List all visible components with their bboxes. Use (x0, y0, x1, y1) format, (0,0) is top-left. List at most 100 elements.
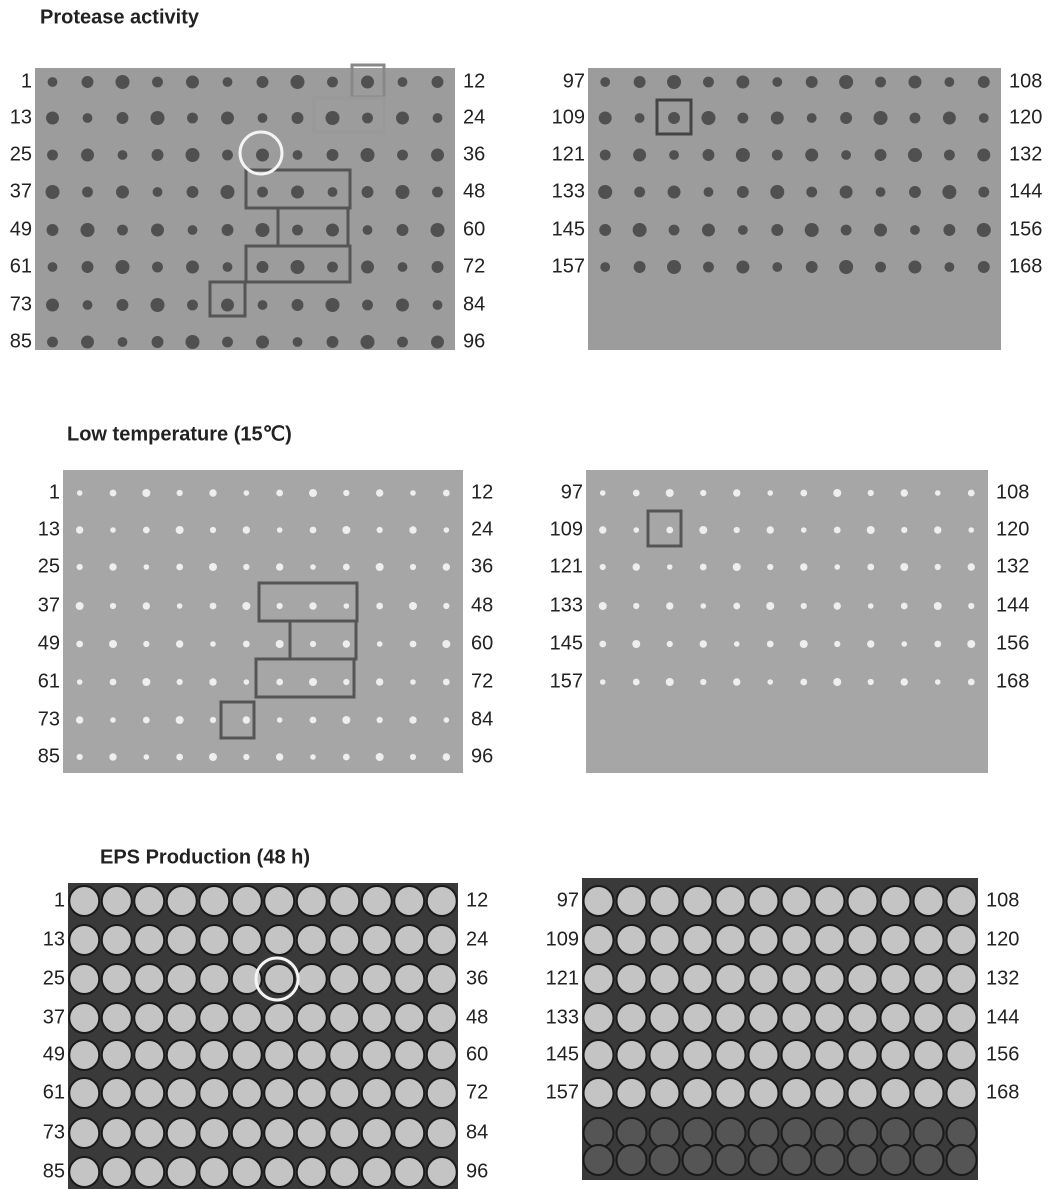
colony (210, 641, 216, 647)
colony (805, 223, 819, 237)
colony (943, 224, 955, 236)
row-start-label: 1 (21, 70, 32, 92)
colony (667, 564, 673, 570)
well (329, 925, 359, 955)
well (914, 1078, 944, 1108)
well (815, 964, 845, 994)
colony (116, 186, 129, 199)
colony (876, 187, 886, 197)
row-end-label: 36 (471, 555, 493, 577)
colony (443, 753, 450, 760)
row-start-label: 13 (43, 928, 65, 950)
row-end-label: 132 (996, 555, 1029, 577)
colony (243, 641, 250, 648)
colony (944, 77, 954, 87)
colony (432, 76, 444, 88)
well (617, 925, 647, 955)
colony (343, 640, 350, 647)
well (584, 925, 614, 955)
colony (143, 641, 149, 647)
colony (432, 261, 444, 273)
colony (310, 527, 317, 534)
colony (209, 753, 217, 761)
well (947, 925, 977, 955)
well (881, 1003, 911, 1033)
colony (736, 76, 749, 89)
well (427, 925, 457, 955)
colony (187, 300, 198, 311)
well (650, 1118, 680, 1148)
colony (800, 490, 807, 497)
well (167, 964, 197, 994)
colony (153, 187, 163, 197)
well (848, 886, 878, 916)
colony (666, 489, 674, 497)
colony (431, 149, 444, 162)
well (362, 1157, 392, 1187)
well (264, 925, 294, 955)
colony (806, 76, 818, 88)
well (232, 1078, 262, 1108)
colony (600, 564, 606, 570)
colony (276, 640, 284, 648)
well (264, 1003, 294, 1033)
colony (704, 187, 714, 197)
colony (77, 490, 83, 496)
row-end-label: 72 (471, 670, 493, 692)
colony (632, 640, 640, 648)
colony (805, 149, 818, 162)
well (199, 964, 229, 994)
colony (257, 76, 269, 88)
colony (187, 186, 199, 198)
colony (700, 603, 706, 609)
colony (342, 526, 350, 534)
colony (979, 113, 989, 123)
colony (703, 149, 715, 161)
well (716, 886, 746, 916)
colony (310, 754, 316, 760)
colony (977, 149, 990, 162)
well (782, 1040, 812, 1070)
colony (244, 490, 250, 496)
colony (867, 640, 874, 647)
well (914, 1118, 944, 1148)
colony (310, 564, 316, 570)
well (329, 1078, 359, 1108)
well (297, 1157, 327, 1187)
colony (361, 76, 374, 89)
colony (737, 186, 749, 198)
colony (376, 753, 384, 761)
row-start-label: 37 (10, 180, 32, 202)
well (69, 964, 99, 994)
colony (47, 337, 58, 348)
colony (176, 716, 184, 724)
well (848, 1078, 878, 1108)
well (947, 1078, 977, 1108)
colony (344, 603, 350, 609)
colony (701, 111, 715, 125)
colony (361, 261, 374, 274)
well (69, 1157, 99, 1187)
colony (210, 717, 216, 723)
row-start-label: 73 (38, 708, 60, 730)
colony (800, 679, 807, 686)
colony (700, 640, 707, 647)
well (947, 1145, 977, 1175)
colony (910, 225, 920, 235)
colony (703, 77, 714, 88)
well (914, 925, 944, 955)
well (815, 1145, 845, 1175)
well (427, 1118, 457, 1148)
row-start-label: 37 (38, 594, 60, 616)
row-end-label: 24 (463, 106, 485, 128)
colony (109, 563, 116, 570)
well (815, 925, 845, 955)
well (264, 964, 294, 994)
colony (209, 678, 216, 685)
colony (397, 337, 408, 348)
row-start-label: 97 (563, 70, 585, 92)
well (427, 964, 457, 994)
colony (176, 754, 183, 761)
colony (210, 527, 216, 533)
colony (363, 225, 373, 235)
